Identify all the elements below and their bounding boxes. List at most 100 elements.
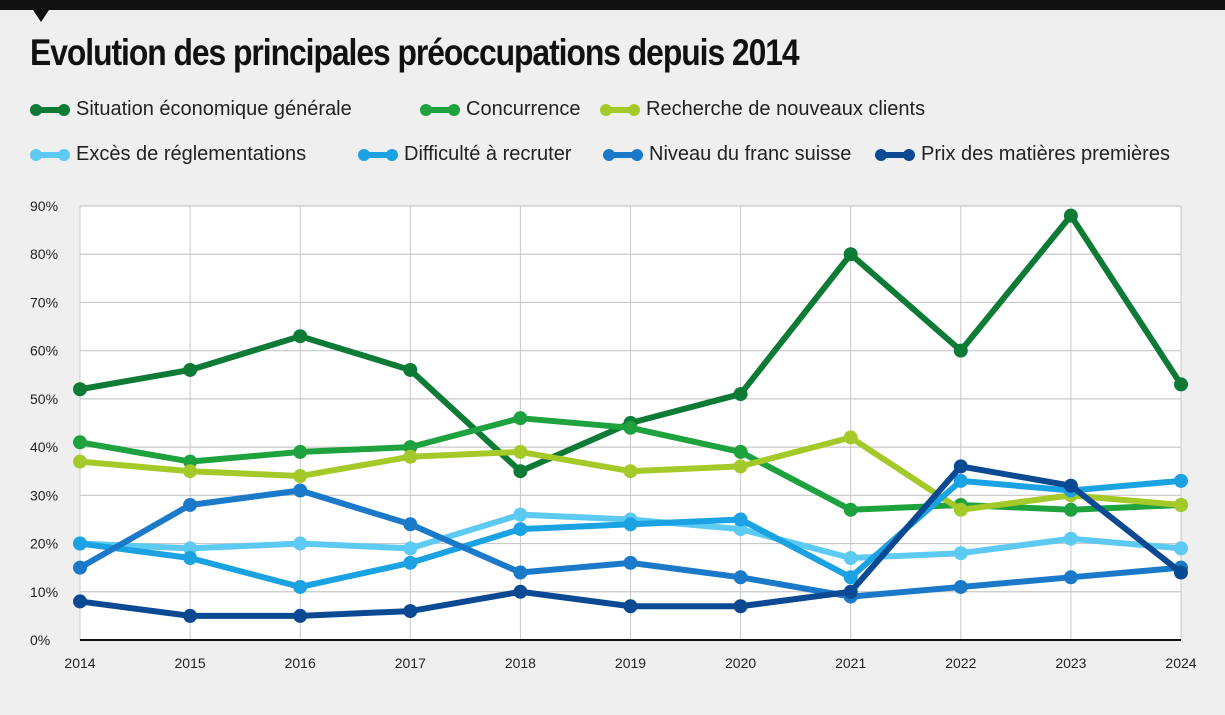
data-point-recherche-de-nouveaux-clients [73,454,87,469]
data-point-situation-economique-generale [1174,377,1188,392]
data-point-exces-de-reglementations [183,541,198,556]
x-tick-label: 2020 [725,655,756,671]
y-tick-label: 10% [30,584,58,600]
legend-swatch-icon [420,103,460,116]
data-point-prix-des-matieres-premieres [953,459,968,474]
data-point-exces-de-reglementations [513,507,528,522]
y-tick-label: 60% [30,343,58,359]
legend-label: Concurrence [466,98,581,120]
data-point-situation-economique-generale [843,247,858,262]
data-point-difficulte-a-recruter [733,512,748,527]
data-point-exces-de-reglementations [733,522,748,537]
legend-label: Situation économique générale [76,98,352,120]
y-tick-label: 40% [30,439,58,455]
y-tick-label: 30% [30,487,58,503]
legend-item-exces-de-reglementations: Excès de réglementations [28,143,306,166]
data-point-niveau-du-franc-suisse [953,579,968,594]
y-tick-label: 0% [30,632,50,648]
data-point-concurrence [1063,502,1078,517]
legend-label: Excès de réglementations [76,143,307,165]
data-point-niveau-du-franc-suisse [733,570,748,585]
legend-item-concurrence: Concurrence [418,98,581,121]
data-point-recherche-de-nouveaux-clients [623,464,638,479]
data-point-situation-economique-generale [1063,208,1078,223]
data-point-niveau-du-franc-suisse [513,565,528,580]
legend-item-niveau-du-franc-suisse: Niveau du franc suisse [601,143,851,166]
data-point-exces-de-reglementations [293,536,308,551]
data-point-prix-des-matieres-premieres [623,599,638,614]
x-tick-label: 2024 [1165,655,1196,671]
data-point-concurrence [623,420,638,435]
data-point-niveau-du-franc-suisse [1063,570,1078,585]
data-point-situation-economique-generale [733,387,748,402]
data-point-recherche-de-nouveaux-clients [403,449,418,464]
legend-item-difficulte-a-recruter: Difficulté à recruter [356,143,571,166]
data-point-difficulte-a-recruter [513,522,528,537]
data-point-recherche-de-nouveaux-clients [953,502,968,517]
data-point-prix-des-matieres-premieres [1174,565,1188,580]
data-point-prix-des-matieres-premieres [733,599,748,614]
y-tick-label: 70% [30,294,58,310]
data-point-situation-economique-generale [73,382,87,397]
data-point-prix-des-matieres-premieres [183,608,198,623]
x-tick-label: 2014 [64,655,95,671]
data-point-niveau-du-franc-suisse [183,497,198,512]
legend-item-recherche-de-nouveaux-clients: Recherche de nouveaux clients [598,98,925,121]
data-point-recherche-de-nouveaux-clients [293,469,308,484]
x-tick-label: 2023 [1055,655,1086,671]
legend-swatch-icon [30,103,70,116]
legend-item-situation-economique-generale: Situation économique générale [28,98,352,121]
legend-label: Prix des matières premières [921,143,1170,165]
data-point-concurrence [733,444,748,459]
data-point-concurrence [843,502,858,517]
data-point-prix-des-matieres-premieres [1063,478,1078,493]
data-point-prix-des-matieres-premieres [293,608,308,623]
data-point-difficulte-a-recruter [623,517,638,532]
data-point-difficulte-a-recruter [183,551,198,566]
data-point-prix-des-matieres-premieres [843,584,858,599]
data-point-niveau-du-franc-suisse [623,555,638,570]
legend-label: Difficulté à recruter [404,143,572,165]
data-point-exces-de-reglementations [843,551,858,566]
data-point-difficulte-a-recruter [1174,473,1188,488]
x-tick-label: 2019 [615,655,646,671]
x-tick-label: 2021 [835,655,866,671]
data-point-exces-de-reglementations [1063,531,1078,546]
data-point-difficulte-a-recruter [953,473,968,488]
legend-swatch-icon [600,103,640,116]
data-point-recherche-de-nouveaux-clients [1174,497,1188,512]
data-point-concurrence [73,435,87,450]
data-point-situation-economique-generale [953,343,968,358]
legend-label: Recherche de nouveaux clients [646,98,926,120]
triangle-marker-icon [33,10,49,22]
chart-title: Evolution des principales préoccupations… [30,32,800,73]
data-point-niveau-du-franc-suisse [403,517,418,532]
data-point-prix-des-matieres-premieres [513,584,528,599]
x-tick-label: 2018 [505,655,536,671]
y-tick-label: 90% [30,198,58,214]
data-point-exces-de-reglementations [953,546,968,561]
data-point-niveau-du-franc-suisse [293,483,308,498]
y-tick-label: 50% [30,391,58,407]
legend-swatch-icon [603,148,643,161]
legend-swatch-icon [875,148,915,161]
data-point-concurrence [293,444,308,459]
data-point-exces-de-reglementations [1174,541,1188,556]
x-tick-label: 2016 [285,655,316,671]
data-point-recherche-de-nouveaux-clients [843,430,858,445]
x-tick-label: 2017 [395,655,426,671]
data-point-situation-economique-generale [183,362,198,377]
data-point-situation-economique-generale [293,329,308,344]
y-tick-label: 80% [30,246,58,262]
data-point-prix-des-matieres-premieres [73,594,87,609]
data-point-exces-de-reglementations [403,541,418,556]
y-tick-label: 20% [30,536,58,552]
data-point-prix-des-matieres-premieres [403,604,418,619]
legend-item-prix-des-matieres-premieres: Prix des matières premières [873,143,1170,166]
data-point-niveau-du-franc-suisse [73,560,87,575]
x-tick-label: 2022 [945,655,976,671]
data-point-recherche-de-nouveaux-clients [733,459,748,474]
data-point-difficulte-a-recruter [843,570,858,585]
data-point-concurrence [513,411,528,426]
